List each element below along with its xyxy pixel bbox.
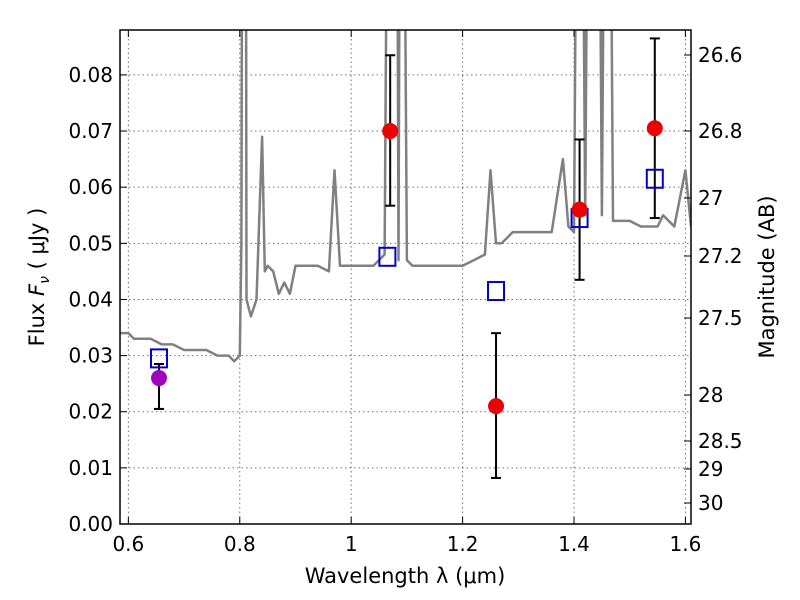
observed-point — [646, 120, 663, 137]
y-tick-label: 0.01 — [68, 456, 113, 480]
spectrum-line — [120, 30, 691, 363]
x-tick-label: 1.4 — [558, 532, 590, 556]
y-tick-label: 0.05 — [68, 231, 113, 255]
magnitude-tick-label: 26.8 — [698, 119, 743, 143]
plot-frame — [119, 29, 692, 525]
x-tick-label: 1 — [345, 532, 358, 556]
y-tick-label: 0.06 — [68, 175, 113, 199]
magnitude-tick-label: 28 — [698, 383, 723, 407]
observed-point — [150, 370, 167, 387]
y-axis-label-prefix: Flux — [25, 296, 49, 346]
x-tick-label: 0.8 — [224, 532, 256, 556]
model-spectrum — [120, 30, 691, 363]
y-tick-label: 0.07 — [68, 119, 113, 143]
observed-point — [571, 201, 588, 218]
model-point-square — [378, 246, 397, 267]
magnitude-tick-label: 27.5 — [698, 306, 743, 330]
x-tick-label: 0.6 — [112, 532, 144, 556]
y-axis-ticks: 0.00 0.01 0.02 0.03 0.04 0.05 0.06 0.07 0.08 — [68, 63, 127, 536]
x-axis-ticks: 0.6 0.8 1 1.2 1.4 1.6 — [112, 30, 701, 556]
magnitude-tick-label: 26.6 — [698, 43, 743, 67]
y-tick-label: 0.04 — [68, 287, 113, 311]
model-point-square — [645, 168, 664, 189]
magnitude-tick-label: 27 — [698, 186, 723, 210]
magnitude-tick-label: 29 — [698, 457, 723, 481]
y-tick-label: 0.00 — [68, 512, 113, 536]
magnitude-tick-label: 28.5 — [698, 429, 743, 453]
y-tick-label: 0.02 — [68, 400, 113, 424]
y-tick-label: 0.03 — [68, 344, 113, 368]
y-axis-label-subscript: ν — [37, 276, 53, 284]
x-tick-label: 1.6 — [670, 532, 702, 556]
y-tick-label: 0.08 — [68, 63, 113, 87]
magnitude-tick-label: 27.2 — [698, 244, 743, 268]
model-point-square — [487, 281, 506, 302]
magnitude-tick-label: 30 — [698, 491, 723, 515]
observed-point — [382, 123, 399, 140]
y-axis-label-symbol: F — [25, 283, 49, 296]
magnitude-axis-ticks: 26.6 26.8 27 27.2 27.5 28 28.5 29 30 — [684, 43, 743, 515]
x-tick-label: 1.2 — [447, 532, 479, 556]
y-axis-label: Flux Fν ( μJy ) — [25, 208, 53, 347]
observed-photometry-points — [150, 120, 663, 415]
model-point-square — [149, 348, 168, 369]
observed-point — [488, 398, 505, 415]
x-axis-label: Wavelength λ (μm) — [305, 564, 506, 588]
y-axis-label-suffix: ( μJy ) — [25, 208, 49, 276]
magnitude-axis-label: Magnitude (AB) — [755, 195, 779, 358]
